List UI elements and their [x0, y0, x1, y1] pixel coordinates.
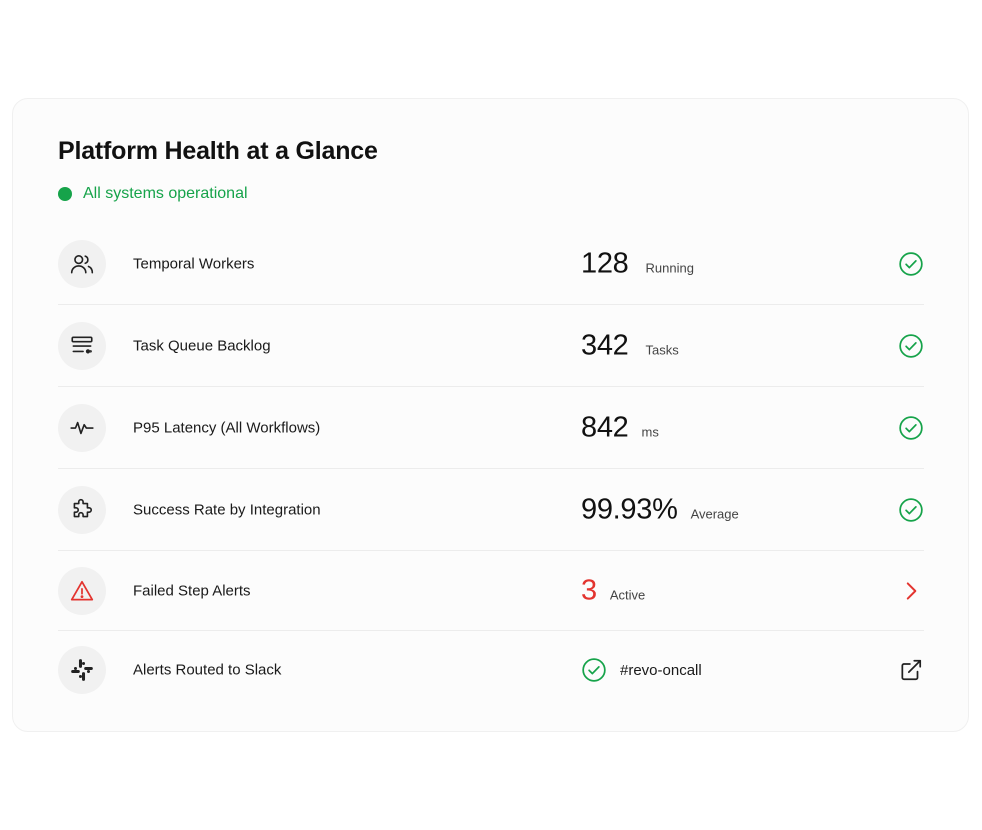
- metric-value: 99.93%: [581, 493, 678, 525]
- slack-icon: [58, 646, 106, 694]
- metric-value: 842: [581, 411, 629, 443]
- slack-channel-name: #revo-oncall: [620, 661, 702, 679]
- metric-unit: Active: [609, 587, 646, 602]
- metric-label: Temporal Workers: [133, 255, 255, 272]
- metric-unit: Average: [690, 506, 739, 521]
- status-dot-icon: [58, 187, 72, 201]
- platform-health-card: Platform Health at a Glance All systems …: [12, 98, 969, 732]
- check-circle-icon: [898, 497, 924, 523]
- puzzle-icon: [58, 485, 106, 534]
- metric-value-group: 842 ms: [581, 411, 659, 444]
- metric-label: Failed Step Alerts: [133, 582, 251, 599]
- metric-label: P95 Latency (All Workflows): [133, 419, 321, 436]
- metric-row-alerts-slack: Alerts Routed to Slack #revo-oncall: [58, 631, 924, 709]
- metric-unit: Running: [645, 260, 694, 275]
- metric-row-p95-latency: P95 Latency (All Workflows) 842 ms: [58, 387, 924, 469]
- metric-unit: Tasks: [645, 342, 679, 357]
- metric-value-group: 3 Active: [581, 574, 645, 607]
- metric-row-failed-step-alerts[interactable]: Failed Step Alerts 3 Active: [58, 551, 924, 631]
- pulse-icon: [58, 403, 106, 452]
- page-title: Platform Health at a Glance: [58, 137, 378, 165]
- check-circle-icon: [898, 251, 924, 277]
- users-icon: [58, 239, 106, 288]
- metric-value-group: 99.93% Average: [581, 493, 739, 526]
- metric-label: Task Queue Backlog: [133, 337, 271, 354]
- check-circle-icon: [898, 415, 924, 441]
- metric-row-success-rate: Success Rate by Integration 99.93% Avera…: [58, 469, 924, 551]
- metric-value-group: 128 Running: [581, 247, 694, 280]
- metric-value: 3: [581, 574, 597, 606]
- chevron-right-icon[interactable]: [898, 578, 924, 604]
- metric-row-temporal-workers: Temporal Workers 128 Running: [58, 223, 924, 305]
- metric-row-task-queue-backlog: Task Queue Backlog 342 Tasks: [58, 305, 924, 387]
- check-circle-icon: [898, 333, 924, 359]
- metric-value-group: 342 Tasks: [581, 329, 679, 362]
- external-link-icon[interactable]: [898, 657, 924, 683]
- metric-unit: ms: [641, 424, 659, 439]
- metric-value: 342: [581, 329, 629, 361]
- status-text: All systems operational: [83, 185, 248, 202]
- health-metrics-list: Temporal Workers 128 Running: [58, 223, 924, 709]
- metric-label: Success Rate by Integration: [133, 501, 321, 518]
- slack-channel-group: #revo-oncall: [581, 657, 702, 683]
- warning-triangle-icon: [58, 566, 106, 615]
- metric-label: Alerts Routed to Slack: [133, 661, 282, 679]
- system-status: All systems operational: [58, 185, 248, 203]
- check-circle-icon: [582, 658, 606, 682]
- queue-list-icon: [58, 321, 106, 370]
- metric-value: 128: [581, 247, 629, 279]
